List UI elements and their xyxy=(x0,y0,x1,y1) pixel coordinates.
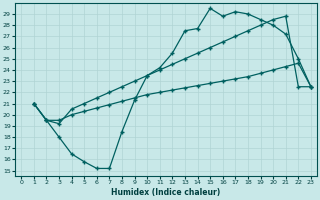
X-axis label: Humidex (Indice chaleur): Humidex (Indice chaleur) xyxy=(111,188,221,197)
